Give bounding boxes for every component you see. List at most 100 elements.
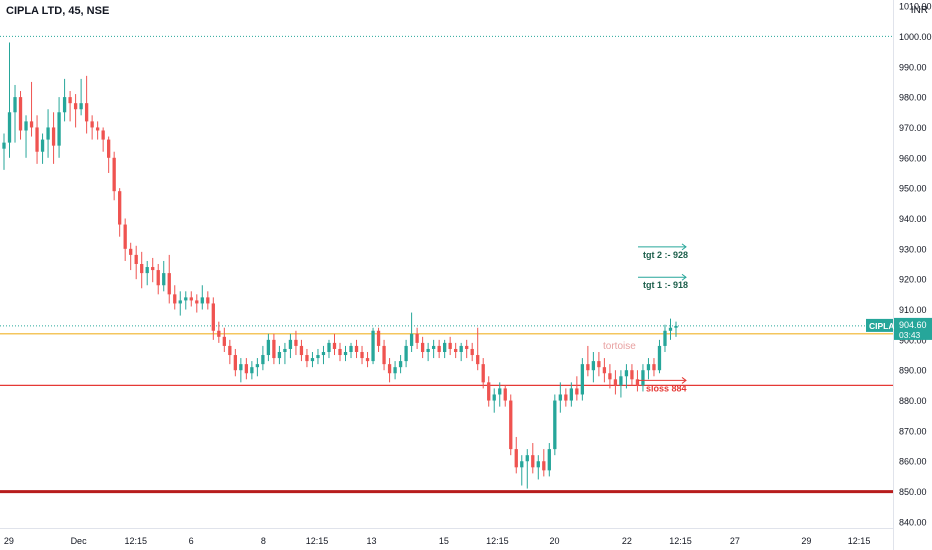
candle-body: [277, 352, 282, 359]
candle-body: [525, 455, 529, 462]
candle-body: [487, 382, 491, 401]
candle-body: [365, 358, 370, 362]
candle-body: [151, 267, 155, 271]
time-tick-label: 6: [189, 536, 194, 546]
time-tick-label: 20: [550, 536, 560, 546]
price-tick-label: 840.00: [899, 517, 927, 527]
candle-body: [343, 352, 348, 356]
candle-body: [206, 297, 210, 304]
price-tick-label: 980.00: [899, 93, 927, 103]
candle-body: [624, 370, 629, 377]
annotations: tgt 2 :- 928 tgt 1 :- 918 sloss 884 tortois…: [603, 243, 688, 393]
candle-body: [228, 345, 232, 356]
stop-arrow-head: [681, 377, 687, 384]
candle-body: [244, 364, 249, 374]
current-price-label: 904.60: [899, 320, 927, 330]
candle-body: [195, 300, 199, 304]
candle-body: [398, 361, 403, 368]
price-axis: 840.00 850.00 860.00 870.00 880.00 890.00 900.…: [866, 0, 932, 550]
candle-body: [255, 364, 260, 368]
candle-body: [24, 121, 28, 131]
stop-loss-label: sloss 884: [646, 383, 687, 393]
candle-body: [294, 339, 298, 346]
price-tick-label: 970.00: [899, 123, 927, 133]
candle-body: [630, 370, 634, 380]
candle-body: [101, 130, 105, 140]
candle-body: [272, 339, 276, 359]
candle-body: [613, 379, 618, 386]
price-tick-label: 960.00: [899, 153, 927, 163]
candle-body: [663, 330, 667, 346]
symbol-tag: [866, 318, 893, 332]
candle-body: [520, 461, 524, 468]
candle-body: [239, 364, 243, 371]
candle-body: [393, 367, 397, 374]
target-label: tgt 2 :- 928: [643, 250, 688, 260]
current-price-tag: [894, 317, 932, 340]
target-arrow-head: [681, 243, 687, 251]
candle-body: [90, 121, 94, 128]
candle-body: [13, 97, 17, 113]
price-tick-label: 910.00: [899, 305, 927, 315]
candle-body: [2, 142, 6, 149]
price-tick-label: 1000.00: [899, 32, 932, 42]
candle-body: [646, 364, 651, 371]
candle-body: [321, 352, 326, 356]
candle-body: [668, 327, 673, 331]
candle-body: [35, 127, 39, 152]
price-tick-label: 900.00: [899, 335, 927, 345]
time-tick-label: 12:15: [669, 536, 692, 546]
price-tick-label: 890.00: [899, 366, 927, 376]
candle-body: [371, 330, 375, 362]
candle-body: [162, 273, 166, 286]
candle-body: [376, 330, 381, 346]
time-axis: 29 Dec 12:15 6 8 12:15 13 15 12:15 20 22 12:15 27 29 1…: [0, 528, 893, 546]
candle-body: [7, 112, 12, 143]
time-tick-label: 22: [622, 536, 632, 546]
candle-body: [145, 267, 149, 274]
candle-body: [51, 127, 56, 146]
price-tick-label: 920.00: [899, 275, 927, 285]
candle-body: [409, 333, 414, 346]
candle-body: [454, 348, 458, 352]
candle-body: [564, 394, 568, 401]
price-tick-label: 940.00: [899, 214, 927, 224]
candle-body: [310, 358, 315, 362]
candle-body: [189, 297, 193, 301]
candle-body: [558, 394, 562, 401]
candle-body: [261, 355, 265, 365]
candle-body: [178, 300, 182, 304]
candle-body: [547, 449, 551, 471]
candle-body: [112, 157, 116, 192]
target-label: tgt 1 :- 918: [643, 280, 688, 290]
candle-body: [200, 297, 204, 304]
candle-body: [73, 103, 78, 110]
candles: [2, 42, 678, 489]
candle-body: [591, 361, 596, 371]
candle-body: [84, 103, 89, 122]
candle-body: [173, 294, 177, 304]
time-tick-label: 12:15: [306, 536, 329, 546]
candle-body: [431, 345, 436, 349]
candle-body: [569, 388, 573, 401]
time-tick-label: 12:15: [124, 536, 147, 546]
candle-body: [327, 342, 331, 352]
price-tick-label: 880.00: [899, 396, 927, 406]
candle-body: [575, 388, 579, 395]
candle-body: [349, 345, 353, 352]
price-tick-label: 1010.00: [899, 2, 932, 12]
candle-body: [338, 348, 342, 356]
candle-body: [95, 127, 100, 131]
candle-body: [426, 348, 430, 352]
candle-body: [531, 455, 535, 468]
candle-body: [360, 352, 364, 359]
candle-body: [387, 364, 392, 374]
candle-body: [470, 348, 474, 356]
candle-body: [129, 248, 133, 255]
candle-body: [184, 297, 188, 301]
candle-body: [217, 330, 221, 337]
time-tick-label: Dec: [71, 536, 88, 546]
price-tick-label: 850.00: [899, 487, 927, 497]
candle-body: [443, 342, 447, 352]
